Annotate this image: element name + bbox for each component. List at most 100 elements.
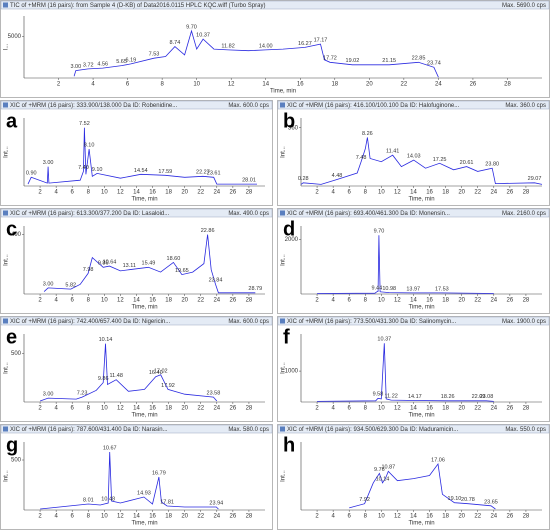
peak-label: 9.86	[98, 261, 109, 267]
x-tick-label: 2	[38, 298, 42, 304]
peak-label: 19.02	[346, 58, 360, 64]
peak-label: 19.65	[175, 268, 189, 274]
x-tick-label: 16	[426, 406, 433, 412]
x-tick-label: 2	[38, 514, 42, 520]
y-axis-label: Int...	[281, 470, 287, 482]
x-tick-label: 14	[410, 298, 417, 304]
x-tick-label: 24	[490, 514, 497, 520]
peak-label: 9.70	[374, 229, 385, 235]
header-icon	[280, 210, 285, 216]
x-tick-label: 24	[213, 406, 220, 412]
x-tick-label: 26	[507, 514, 514, 520]
x-tick-label: 14	[133, 190, 140, 196]
x-tick-label: 20	[181, 406, 188, 412]
peak-label: 16.40	[149, 370, 163, 376]
peak-label: 4.56	[97, 62, 108, 68]
x-tick-label: 16	[426, 190, 433, 196]
x-tick-label: 18	[442, 406, 449, 412]
peak-label: 9.58	[373, 392, 384, 398]
x-tick-label: 4	[91, 82, 95, 88]
peak-label: 17.17	[314, 38, 328, 44]
peak-label: 28.79	[248, 286, 262, 292]
x-tick-label: 2	[315, 298, 319, 304]
panel-title: TIC of +MRM (16 pairs): from Sample 4 (D…	[10, 3, 265, 9]
panel-title: XIC of +MRM (16 pairs): 773.500/431.300 …	[287, 319, 457, 325]
x-tick-label: 22	[474, 190, 481, 196]
panel-letter: h	[283, 434, 295, 456]
x-tick-label: 14	[410, 406, 417, 412]
peak-label: 22.27	[196, 170, 210, 176]
y-axis-label: I...	[4, 43, 10, 50]
max-label: Max. 1900.0 cps	[502, 319, 546, 325]
x-tick-label: 8	[160, 82, 164, 88]
x-tick-label: 24	[490, 298, 497, 304]
peak-label: 9.86	[98, 376, 109, 382]
x-tick-label: 8	[364, 406, 368, 412]
peak-label: 8.01	[83, 497, 94, 503]
panel-title: XIC of +MRM (16 pairs): 333.900/138.000 …	[10, 103, 178, 109]
x-tick-label: 20	[458, 406, 465, 412]
x-tick-label: 12	[394, 514, 401, 520]
peak-label: 7.92	[359, 497, 370, 503]
peak-label: 17.53	[435, 286, 449, 292]
x-tick-label: 4	[331, 406, 335, 412]
peak-label: 10.14	[376, 476, 390, 482]
x-tick-label: 8	[364, 298, 368, 304]
y-tick-label: 360	[288, 125, 299, 131]
peak-label: 3.00	[43, 160, 54, 166]
panel-title: XIC of +MRM (16 pairs): 787.600/431.400 …	[10, 427, 168, 433]
peak-label: 18.60	[167, 256, 181, 262]
panel-header	[277, 316, 550, 326]
x-tick-label: 18	[165, 190, 172, 196]
trace	[300, 137, 543, 185]
x-tick-label: 20	[181, 190, 188, 196]
panel-title: XIC of +MRM (16 pairs): 693.400/461.300 …	[287, 211, 450, 217]
peak-label: 11.41	[386, 149, 399, 155]
peak-label: 5.82	[65, 283, 76, 289]
peak-label: 23.84	[209, 278, 223, 284]
x-tick-label: 26	[230, 298, 237, 304]
x-axis-label: Time, min	[131, 413, 157, 419]
peak-label: 11.48	[110, 373, 123, 379]
max-label: Max. 580.0 cps	[228, 427, 269, 433]
peak-label: 10.98	[382, 286, 396, 292]
x-tick-label: 2	[315, 514, 319, 520]
x-tick-label: 28	[246, 190, 253, 196]
x-tick-label: 12	[117, 298, 124, 304]
max-label: Max. 360.0 cps	[505, 103, 546, 109]
panel-header	[0, 424, 273, 434]
x-tick-label: 26	[507, 298, 514, 304]
trace	[40, 451, 219, 510]
x-tick-label: 24	[435, 82, 442, 88]
panel-letter: e	[6, 326, 17, 348]
max-label: Max. 490.0 cps	[228, 211, 269, 217]
peak-label: 10.37	[377, 337, 391, 343]
peak-label: 14.17	[408, 394, 422, 400]
peak-label: 4.48	[332, 173, 343, 179]
x-axis-label: Time, min	[408, 197, 434, 203]
y-tick-label: 500	[11, 351, 22, 357]
x-tick-label: 8	[87, 514, 91, 520]
peak-label: 23.80	[485, 162, 499, 168]
max-label: Max. 5690.0 cps	[502, 3, 546, 9]
peak-label: 10.14	[99, 337, 113, 343]
peak-label: 29.07	[528, 176, 542, 182]
x-tick-label: 6	[71, 406, 75, 412]
peak-label: 10.48	[101, 496, 115, 502]
peak-label: 23.61	[207, 171, 221, 177]
x-tick-label: 24	[213, 190, 220, 196]
x-tick-label: 14	[133, 514, 140, 520]
x-tick-label: 20	[458, 514, 465, 520]
x-tick-label: 22	[401, 82, 408, 88]
y-axis-label: Int...	[4, 254, 10, 266]
x-tick-label: 22	[474, 514, 481, 520]
x-tick-label: 10	[378, 406, 385, 412]
y-axis-label: Int...	[281, 146, 287, 158]
peak-label: 11.82	[221, 43, 234, 49]
x-tick-label: 16	[149, 298, 156, 304]
x-tick-label: 4	[54, 190, 58, 196]
x-tick-label: 12	[228, 82, 235, 88]
x-tick-label: 28	[246, 406, 253, 412]
x-tick-label: 6	[71, 190, 75, 196]
